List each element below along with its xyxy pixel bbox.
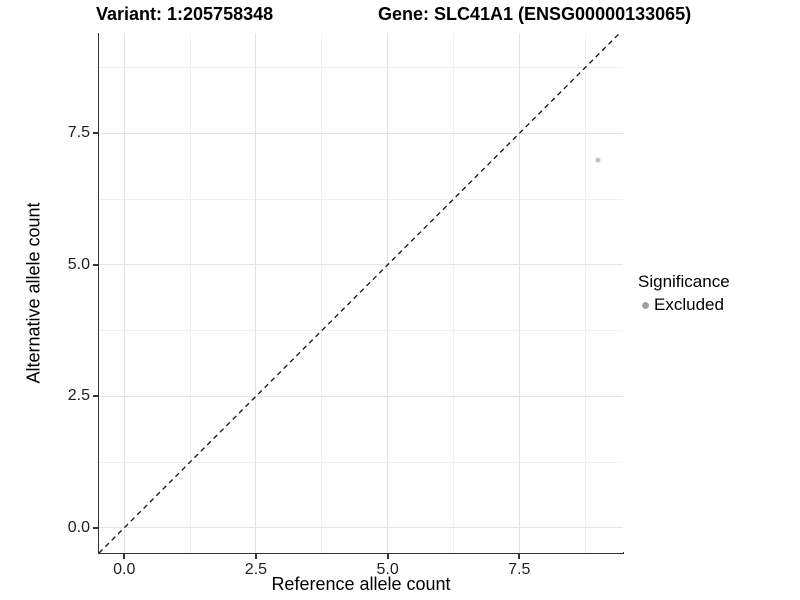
y-axis-tick: [93, 132, 98, 135]
y-axis-title: Alternative allele count: [23, 202, 44, 384]
y-axis-tick: [93, 526, 98, 529]
gridline-horizontal-major: [99, 395, 623, 397]
gridline-horizontal-major: [99, 264, 623, 266]
legend-title: Significance: [638, 272, 730, 291]
x-axis-tick: [386, 554, 389, 559]
gridline-vertical-major: [518, 33, 520, 553]
x-axis-tick: [518, 554, 521, 559]
x-axis-title: Reference allele count: [271, 574, 451, 594]
plot-title-variant: Variant: 1:205758348: [96, 4, 274, 24]
y-axis-tick-label: 0.0: [67, 518, 90, 536]
legend-item: Excluded: [642, 295, 730, 315]
x-axis-tick-label: 7.5: [508, 561, 531, 578]
legend-point-icon: [642, 301, 649, 309]
legend-item-label: Excluded: [654, 295, 724, 314]
legend: Significance Excluded: [638, 272, 730, 315]
gridline-vertical-major: [123, 33, 125, 553]
plot-title-gene: Gene: SLC41A1 (ENSG00000133065): [378, 4, 692, 24]
gridline-horizontal-minor: [99, 198, 623, 200]
legend-items: Excluded: [638, 295, 730, 315]
x-axis-tick-label: 0.0: [113, 561, 136, 578]
gridline-horizontal-minor: [99, 67, 623, 69]
gridline-vertical-major: [387, 33, 389, 553]
y-axis-tick: [93, 263, 98, 266]
y-axis-tick-label: 7.5: [67, 124, 90, 142]
gridline-vertical-minor: [584, 33, 586, 553]
gridline-vertical-major: [255, 33, 257, 553]
identity-dashed-line: [98, 32, 621, 554]
x-axis-tick-label: 5.0: [376, 561, 399, 578]
plot-panel: 0.0 2.5 5.0 7.5 0.0 2.5 5.0 7.5: [68, 32, 623, 578]
y-axis-tick: [93, 395, 98, 398]
y-axis-tick-label: 2.5: [67, 387, 90, 405]
gridline-vertical-minor: [189, 33, 191, 553]
gridline-vertical-minor: [452, 33, 454, 553]
x-axis-tick: [254, 554, 257, 559]
gridline-vertical-minor: [321, 33, 323, 553]
x-axis-tick: [123, 554, 126, 559]
gridline-horizontal-major: [99, 527, 623, 529]
gridline-horizontal-major: [99, 132, 623, 134]
x-axis-line: [98, 552, 624, 554]
gridline-horizontal-minor: [99, 461, 623, 463]
y-axis-tick-label: 5.0: [67, 255, 90, 273]
x-axis-tick-label: 2.5: [244, 561, 268, 578]
gridline-horizontal-minor: [99, 330, 623, 332]
data-point: [595, 157, 601, 163]
